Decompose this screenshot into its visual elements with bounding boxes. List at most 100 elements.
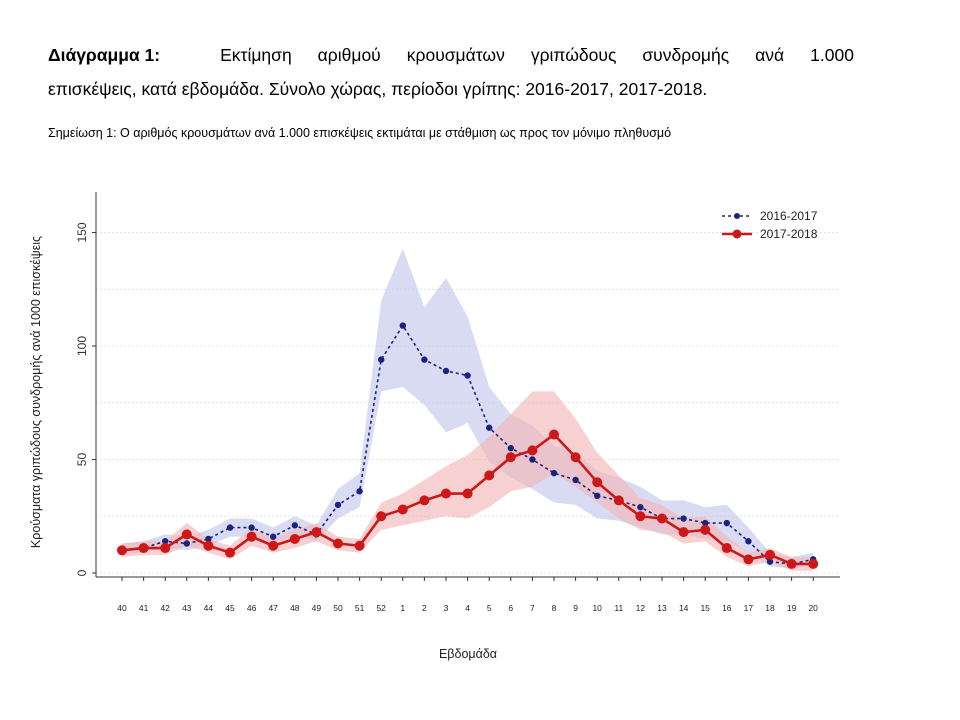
data-point <box>162 538 169 545</box>
x-tick-label: 19 <box>787 603 797 613</box>
x-tick-label: 40 <box>117 603 127 613</box>
data-point <box>399 322 406 329</box>
x-tick-label: 17 <box>744 603 754 613</box>
data-point <box>397 504 408 515</box>
data-point <box>700 524 711 535</box>
data-point <box>613 495 624 506</box>
x-tick-label: 49 <box>312 603 322 613</box>
data-point <box>289 533 300 544</box>
ci-band-2017-2018 <box>122 391 814 571</box>
caption-word: κρουσμάτων <box>406 45 505 65</box>
caption-word: αριθμού <box>317 45 381 65</box>
legend: 2016-2017 2017-2018 <box>722 209 818 241</box>
x-tick-label: 51 <box>355 603 365 613</box>
y-tick-label: 0 <box>75 569 89 576</box>
figure-caption: Διάγραμμα 1: Εκτίμηση αριθμού κρουσμάτων γρ… <box>48 38 854 106</box>
data-point <box>160 543 171 554</box>
x-tick-label: 46 <box>247 603 257 613</box>
data-point <box>333 538 343 549</box>
x-tick-label: 47 <box>268 603 278 613</box>
data-point <box>592 477 603 488</box>
data-point <box>203 540 214 551</box>
caption-word: Εκτίμηση <box>220 45 292 65</box>
data-point <box>183 540 190 547</box>
caption-word: γριπώδους <box>530 45 617 65</box>
data-points <box>117 322 819 569</box>
data-point <box>766 558 774 565</box>
data-point <box>721 543 732 554</box>
data-point <box>507 444 514 452</box>
data-point <box>786 558 797 569</box>
data-point <box>376 511 387 522</box>
caption-word: 1.000 <box>810 45 854 65</box>
data-point <box>678 527 689 538</box>
data-point <box>421 356 428 363</box>
x-tick-label: 2 <box>422 603 427 613</box>
data-point <box>419 495 430 506</box>
data-point <box>635 511 646 522</box>
x-tick-label: 10 <box>592 603 602 613</box>
x-tick-label: 41 <box>139 603 149 613</box>
data-point <box>117 545 127 556</box>
data-point <box>225 547 235 558</box>
x-tick-label: 3 <box>444 603 449 613</box>
x-tick-label: 8 <box>552 603 557 613</box>
caption-line-2: επισκέψεις, κατά εβδομάδα. Σύνολο χώρας,… <box>48 79 708 99</box>
x-tick-label: 9 <box>573 603 578 613</box>
x-tick-label: 50 <box>333 603 343 613</box>
y-tick-label: 50 <box>75 453 89 467</box>
x-tick-label: 1 <box>400 603 405 613</box>
data-point <box>594 492 601 500</box>
data-point <box>765 549 775 560</box>
data-point <box>270 533 277 540</box>
legend-swatch-marker <box>734 213 740 219</box>
caption-line-1: Διάγραμμα 1: Εκτίμηση αριθμού κρουσμάτων γρ… <box>48 38 854 72</box>
x-tick-label: 45 <box>225 603 235 613</box>
data-point <box>486 424 493 431</box>
x-tick-label: 13 <box>657 603 667 613</box>
data-point <box>442 367 450 375</box>
x-tick-label: 18 <box>765 603 775 613</box>
x-tick-label: 15 <box>700 603 710 613</box>
x-tick-label: 14 <box>679 603 689 613</box>
data-point <box>248 524 255 531</box>
x-tick-label: 48 <box>290 603 300 613</box>
data-point <box>181 529 192 540</box>
x-tick-label: 6 <box>508 603 513 613</box>
data-point <box>462 488 473 499</box>
data-point <box>529 456 536 463</box>
caption-word: ανά <box>755 45 785 65</box>
data-point <box>570 452 581 463</box>
x-tick-label: 43 <box>182 603 192 613</box>
data-point <box>138 543 149 554</box>
data-point <box>572 476 579 484</box>
data-point <box>723 519 730 527</box>
x-tick-label: 12 <box>636 603 646 613</box>
x-tick-label: 44 <box>204 603 214 613</box>
legend-label: 2017-2018 <box>760 227 818 241</box>
data-point <box>205 535 212 543</box>
legend-swatch-marker <box>732 229 742 239</box>
x-tick-label: 42 <box>160 603 170 613</box>
data-point <box>505 452 516 463</box>
y-tick-label: 100 <box>75 336 89 356</box>
data-point <box>743 554 754 565</box>
data-point <box>226 524 234 531</box>
data-point <box>637 503 644 511</box>
data-point <box>484 470 495 481</box>
y-tick-label: 150 <box>75 222 89 242</box>
caption-word: συνδρομής <box>642 45 730 65</box>
data-point <box>549 429 559 440</box>
y-axis-title: Κρούσματα γριπώδους συνδρομής ανά 1000 ε… <box>29 236 43 548</box>
data-point <box>550 469 558 477</box>
confidence-bands <box>122 248 814 571</box>
x-tick-label: 11 <box>614 603 623 613</box>
x-tick-label: 5 <box>487 603 492 613</box>
ci-band-2016-2017 <box>122 248 814 569</box>
data-point <box>246 531 257 542</box>
data-point <box>702 519 709 527</box>
data-point <box>441 488 451 499</box>
x-tick-label: 7 <box>530 603 535 613</box>
